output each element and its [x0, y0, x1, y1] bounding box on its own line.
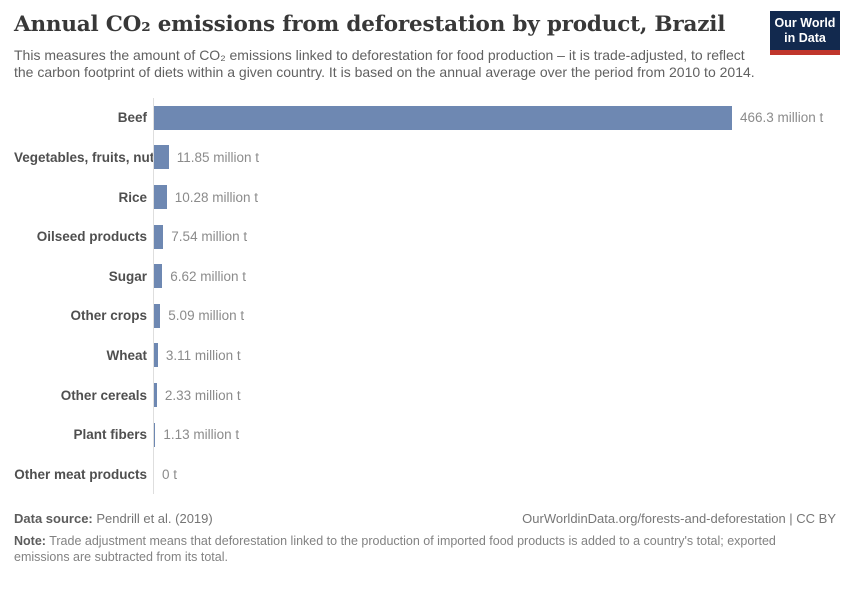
category-label: Other meat products	[14, 466, 147, 482]
data-source-label: Data source:	[14, 511, 93, 527]
chart-row: Vegetables, fruits, nuts 11.85 million t	[14, 137, 836, 178]
category-label: Beef	[117, 110, 147, 126]
page-title: Annual CO₂ emissions from deforestation …	[14, 12, 726, 37]
value-label: 11.85 million t	[176, 149, 259, 165]
plot-area: 0 t	[153, 454, 836, 494]
bar[interactable]	[154, 303, 161, 328]
bar[interactable]	[154, 224, 164, 249]
chart-row: Oilseed products 7.54 million t	[14, 216, 836, 257]
value-label: 10.28 million t	[174, 189, 258, 205]
footnote: Note: Trade adjustment means that defore…	[14, 533, 826, 566]
value-label: 0 t	[162, 466, 178, 482]
bar[interactable]	[154, 105, 732, 130]
bar[interactable]	[154, 185, 167, 210]
data-source: Data source: Pendrill et al. (2019)	[14, 511, 213, 526]
plot-area: 10.28 million t	[153, 177, 836, 217]
chart-row: Other crops 5.09 million t	[14, 296, 836, 336]
footer: Data source: Pendrill et al. (2019) OurW…	[14, 511, 836, 566]
category-label: Vegetables, fruits, nuts	[14, 149, 162, 165]
bar[interactable]	[154, 422, 156, 447]
value-label: 7.54 million t	[171, 229, 248, 245]
value-label: 2.33 million t	[164, 387, 241, 403]
plot-area: 7.54 million t	[153, 216, 836, 257]
bar-chart: Beef 466.3 million t Vegetables, fruits, n…	[14, 98, 836, 494]
category-label: Wheat	[106, 347, 148, 363]
owid-logo: Our World in Data	[770, 11, 840, 55]
chart-row: Rice 10.28 million t	[14, 177, 836, 217]
value-label: 5.09 million t	[168, 308, 245, 324]
category-label: Rice	[118, 189, 147, 205]
value-label: 3.11 million t	[165, 347, 241, 363]
chart-row: Other cereals 2.33 million t	[14, 375, 836, 415]
bar[interactable]	[154, 145, 169, 170]
owid-logo-line1: Our World	[774, 16, 836, 30]
value-label: 466.3 million t	[740, 110, 824, 126]
plot-area: 466.3 million t	[153, 98, 836, 138]
data-source-value: Pendrill et al. (2019)	[96, 511, 213, 527]
footnote-text: Trade adjustment means that deforestatio…	[14, 534, 776, 565]
category-label: Plant fibers	[73, 427, 147, 443]
attribution-link[interactable]: OurWorldinData.org/forests-and-deforesta…	[522, 511, 836, 527]
chart-row: Sugar 6.62 million t	[14, 256, 836, 297]
category-label: Sugar	[108, 268, 147, 284]
chart-row: Other meat products 0 t	[14, 454, 836, 494]
source-row: Data source: Pendrill et al. (2019) OurW…	[14, 511, 836, 526]
plot-area: 2.33 million t	[153, 375, 836, 415]
category-label: Other crops	[70, 308, 147, 324]
owid-logo-line2: in Data	[784, 30, 826, 45]
bar[interactable]	[154, 383, 157, 407]
plot-area: 1.13 million t	[153, 414, 836, 455]
plot-area: 11.85 million t	[153, 137, 836, 178]
footnote-label: Note:	[14, 534, 46, 549]
chart-subtitle: This measures the amount of CO₂ emission…	[14, 46, 755, 81]
bar[interactable]	[154, 264, 163, 289]
chart-row: Beef 466.3 million t	[14, 98, 836, 138]
header: Annual CO₂ emissions from deforestation …	[14, 11, 840, 55]
chart-row: Plant fibers 1.13 million t	[14, 414, 836, 455]
chart-row: Wheat 3.11 million t	[14, 335, 836, 376]
value-label: 6.62 million t	[170, 268, 246, 284]
category-label: Oilseed products	[36, 229, 147, 245]
value-label: 1.13 million t	[163, 427, 240, 443]
plot-area: 3.11 million t	[153, 335, 836, 376]
bar[interactable]	[154, 343, 158, 368]
plot-area: 5.09 million t	[153, 296, 836, 336]
plot-area: 6.62 million t	[153, 256, 836, 297]
category-label: Other cereals	[60, 387, 147, 403]
